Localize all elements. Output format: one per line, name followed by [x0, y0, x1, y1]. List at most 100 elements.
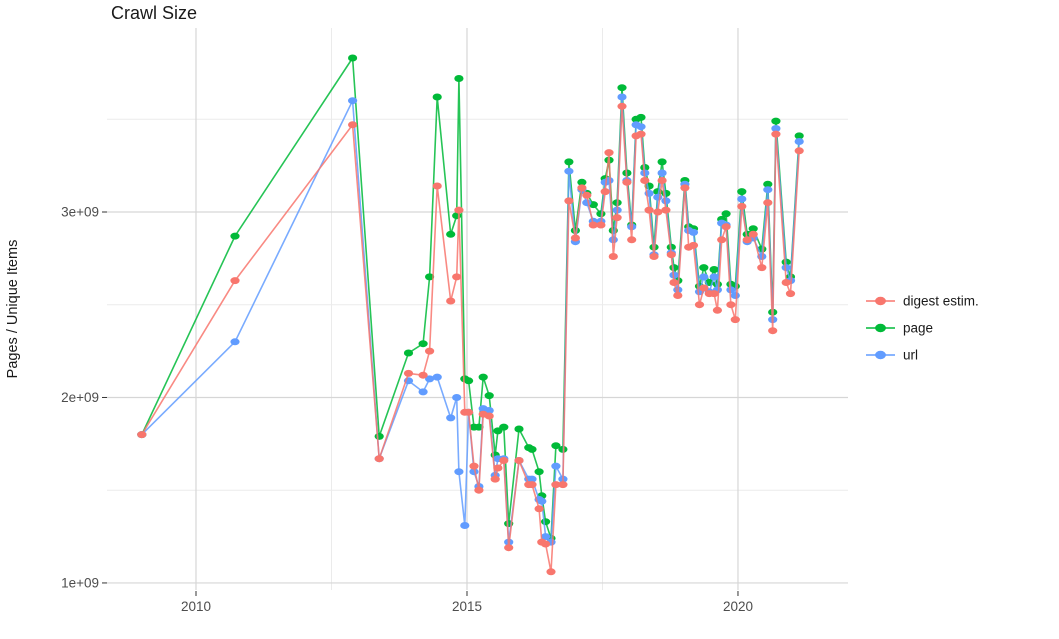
data-point-url [541, 533, 551, 541]
data-point-digest-estim [600, 188, 610, 196]
data-point-digest-estim [763, 199, 773, 207]
data-point-digest-estim [781, 279, 791, 286]
data-point-digest-estim [446, 297, 456, 305]
x-tick-label: 2015 [452, 599, 482, 614]
data-point-page [348, 54, 358, 62]
data-point-page [534, 468, 544, 476]
data-point-page [454, 75, 464, 82]
axis-tick-labels: 1e+09 2e+09 3e+09 2010 2015 2020 [61, 204, 753, 614]
data-point-page [748, 225, 758, 233]
data-point-digest-estim [737, 202, 747, 210]
data-point-page [499, 423, 509, 431]
legend-key-dot-url [875, 350, 886, 360]
data-point-digest-estim [484, 412, 494, 420]
data-point-digest-estim [490, 475, 500, 483]
legend-item-digest: digest estim. [866, 294, 979, 309]
data-point-url [460, 522, 470, 529]
data-point-page [474, 423, 484, 431]
data-point-url [737, 195, 747, 203]
series-layer [137, 54, 804, 576]
data-point-digest-estim [771, 130, 781, 138]
y-tick-label: 3e+09 [61, 204, 99, 219]
data-point-url [230, 338, 240, 346]
data-point-url [794, 138, 804, 145]
data-point-digest-estim [137, 431, 147, 439]
data-point-page [425, 273, 435, 281]
data-point-page [446, 230, 456, 238]
data-point-digest-estim [699, 284, 709, 292]
legend-item-page: page [866, 321, 933, 336]
data-point-url [771, 125, 781, 132]
data-point-url [452, 394, 462, 401]
data-point-page [432, 93, 442, 101]
data-point-digest-estim [709, 290, 719, 298]
data-point-url [348, 97, 358, 105]
data-point-url [699, 273, 709, 281]
data-point-page [418, 340, 428, 348]
data-point-url [730, 292, 740, 299]
series-page [137, 54, 804, 542]
data-point-page [617, 84, 627, 92]
data-point-digest-estim [582, 191, 592, 199]
y-tick-label: 1e+09 [61, 575, 99, 590]
data-point-digest-estim [608, 253, 618, 260]
data-point-page [721, 210, 731, 218]
legend-item-url: url [866, 348, 918, 363]
data-point-digest-estim [469, 462, 479, 470]
data-point-url [636, 123, 646, 131]
data-point-digest-estim [748, 230, 758, 238]
data-point-page [374, 432, 384, 440]
data-point-url [527, 475, 537, 483]
data-point-page [564, 158, 574, 166]
data-point-digest-estim [617, 102, 627, 110]
data-point-url [454, 468, 464, 476]
data-point-digest-estim [627, 236, 637, 244]
data-point-url [709, 273, 719, 281]
data-point-url [418, 388, 428, 396]
data-point-url [425, 375, 435, 383]
data-point-url [661, 197, 671, 205]
data-point-digest-estim [348, 121, 358, 129]
data-point-digest-estim [514, 457, 524, 464]
data-point-digest-estim [374, 455, 384, 463]
data-point-digest-estim [551, 481, 561, 489]
data-point-digest-estim [452, 273, 462, 281]
legend-key-dot-digest [875, 296, 886, 306]
page-title: Crawl Size [111, 3, 197, 23]
data-point-digest-estim [794, 147, 804, 155]
data-point-digest-estim [588, 221, 598, 229]
data-point-digest-estim [673, 292, 683, 299]
data-point-digest-estim [403, 369, 414, 377]
data-point-digest-estim [653, 208, 663, 216]
data-point-digest-estim [726, 301, 736, 309]
data-point-digest-estim [730, 316, 740, 324]
data-point-digest-estim [785, 290, 796, 298]
data-point-digest-estim [527, 481, 537, 489]
series-line-digest-estim [141, 105, 800, 573]
data-point-page [484, 392, 494, 400]
data-point-page [541, 518, 551, 526]
data-point-digest-estim [493, 464, 503, 472]
data-point-digest-estim [432, 182, 442, 190]
data-point-page [794, 132, 804, 140]
data-point-page [551, 442, 561, 450]
data-point-digest-estim [454, 206, 464, 214]
data-point-url [653, 193, 663, 201]
data-point-digest-estim [666, 251, 676, 259]
data-point-page [464, 377, 474, 385]
axis-tick-marks [102, 211, 739, 596]
x-tick-label: 2010 [181, 599, 211, 614]
x-tick-label: 2020 [723, 599, 753, 614]
data-point-page [527, 445, 537, 453]
data-point-digest-estim [499, 457, 509, 464]
data-point-digest-estim [721, 223, 731, 231]
data-point-digest-estim [742, 236, 752, 244]
data-point-digest-estim [622, 178, 632, 186]
data-point-page [636, 113, 646, 121]
data-point-digest-estim [604, 149, 614, 157]
data-point-digest-estim [680, 184, 690, 192]
data-point-digest-estim [644, 206, 654, 214]
data-point-digest-estim [564, 197, 574, 205]
data-point-digest-estim [570, 234, 581, 242]
